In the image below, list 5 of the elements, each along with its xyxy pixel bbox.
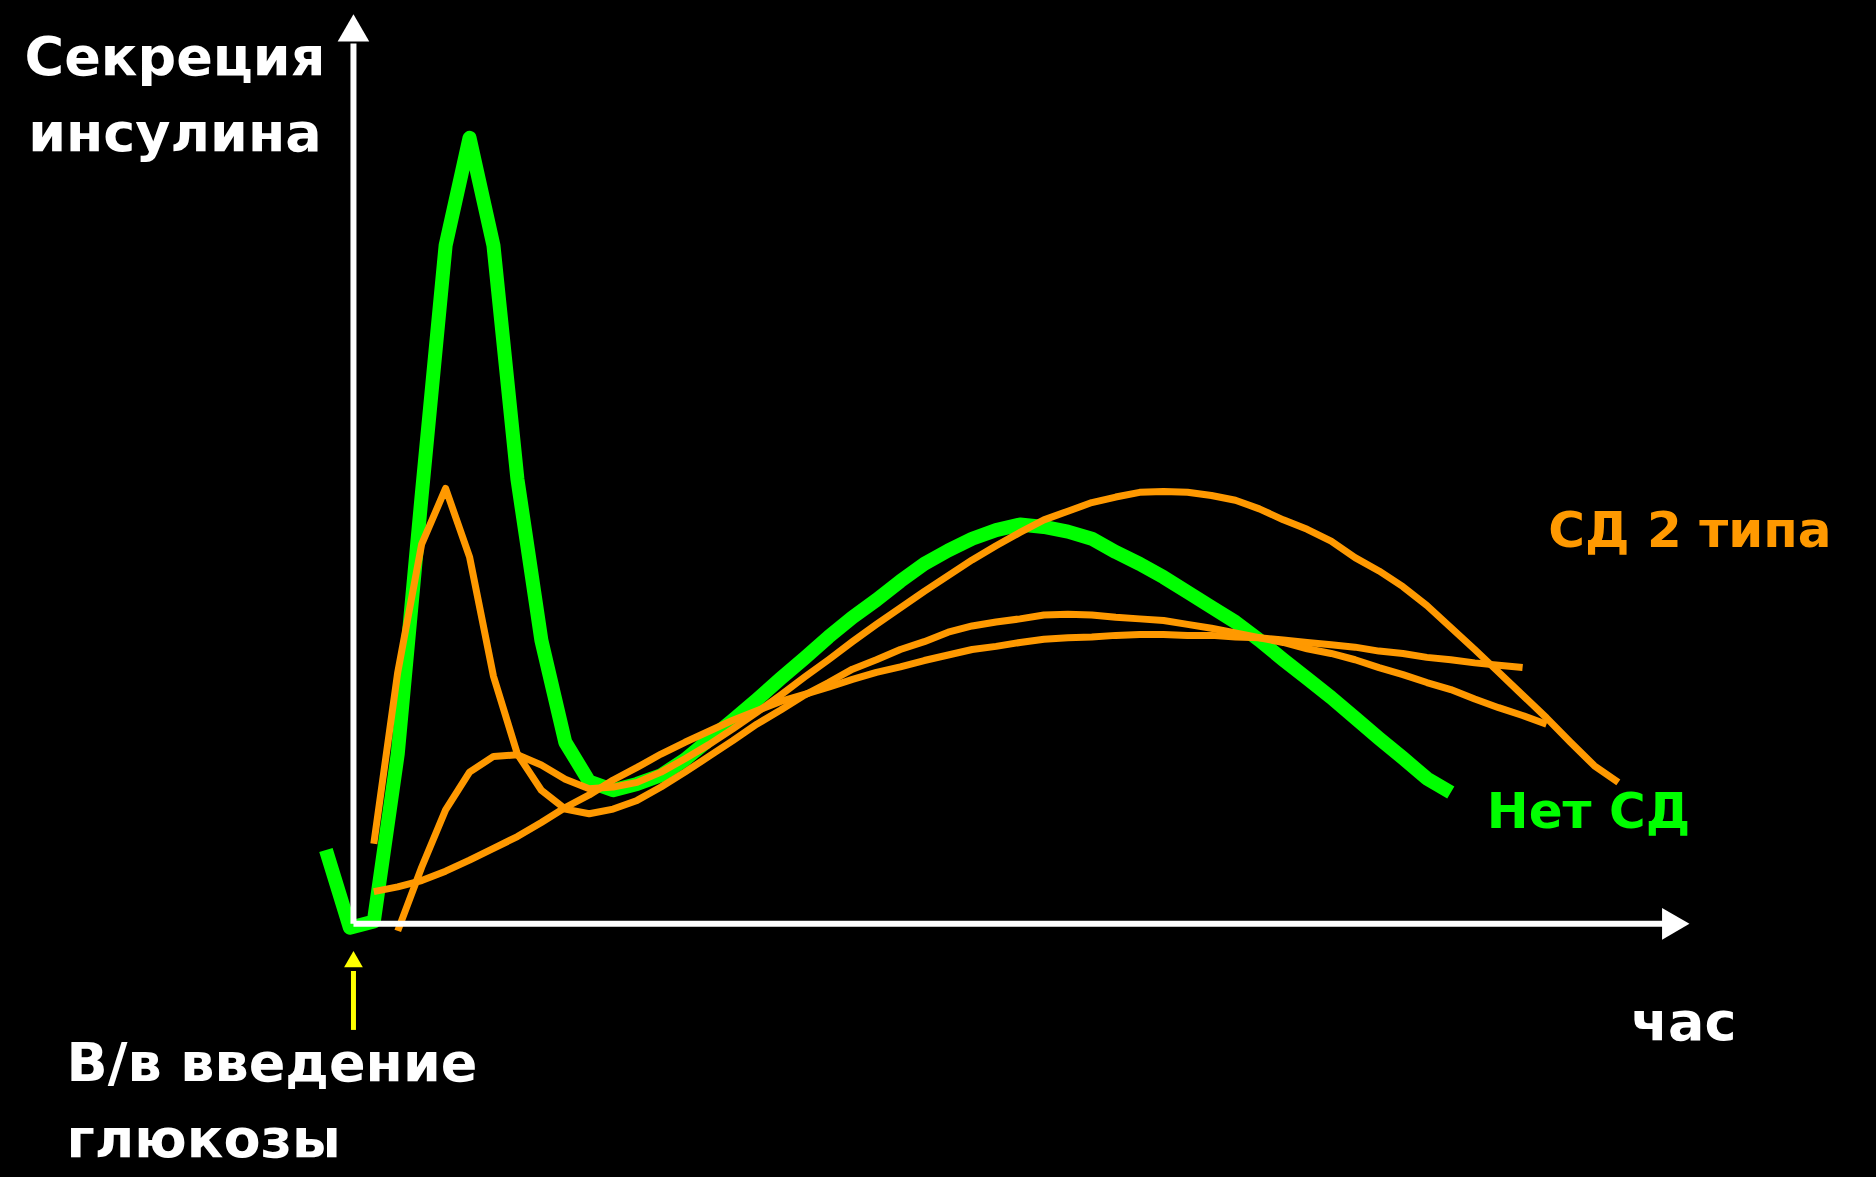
text: СД 2 типа: [1548, 501, 1832, 560]
series-label: Нет СД: [1486, 781, 1691, 840]
x-axis-title: час: [1630, 990, 1737, 1054]
y-axis-title: Секреция инсулина: [24, 25, 326, 165]
text: В/в введение глюкозы: [66, 1031, 478, 1171]
